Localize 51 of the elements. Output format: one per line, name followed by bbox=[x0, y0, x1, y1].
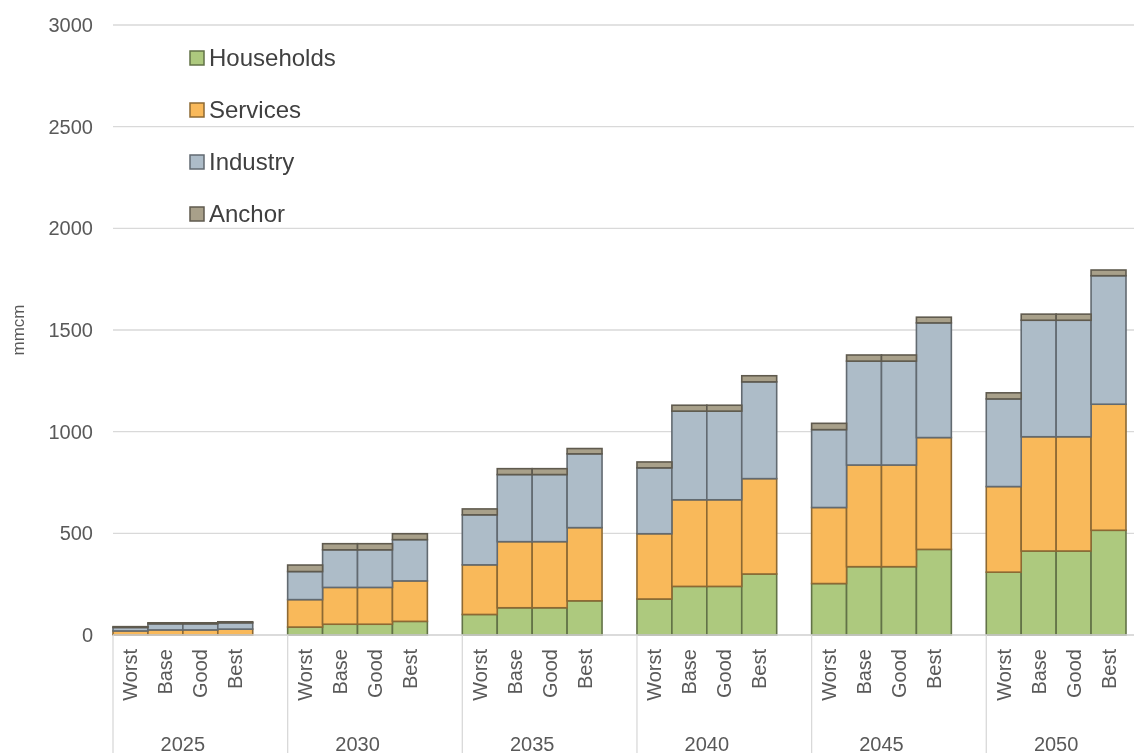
x-tick-label: Base bbox=[503, 649, 526, 695]
text: 2035 bbox=[509, 733, 555, 753]
text: 2025 bbox=[160, 733, 206, 753]
x-tick-label: Good bbox=[189, 649, 212, 698]
x-tick-label: Base bbox=[329, 649, 352, 695]
x-tick-label: Good bbox=[1062, 649, 1085, 698]
x-tick-label: Best bbox=[398, 648, 421, 690]
text: 2040 bbox=[684, 733, 730, 753]
text: 2050 bbox=[1033, 733, 1079, 753]
bar bbox=[740, 374, 778, 383]
bar bbox=[391, 532, 429, 541]
y-tick-label: 500 bbox=[59, 522, 93, 545]
bar bbox=[1090, 269, 1127, 277]
legend-label: Households bbox=[209, 44, 336, 72]
x-tick-label: Base bbox=[1027, 649, 1050, 695]
legend-label: Anchor bbox=[209, 200, 286, 228]
bar bbox=[915, 316, 953, 324]
bar bbox=[286, 564, 324, 573]
x-tick-label: Base bbox=[853, 649, 876, 695]
text: 2045 bbox=[859, 733, 904, 753]
legend-label: Industry bbox=[209, 148, 295, 176]
y-axis-title: mmcm bbox=[9, 304, 28, 356]
x-tick-label: Worst bbox=[119, 648, 142, 701]
x-tick-label: Best bbox=[748, 648, 771, 690]
bar bbox=[636, 461, 673, 469]
x-tick-label: Good bbox=[538, 649, 561, 698]
x-tick-label: Best bbox=[224, 648, 247, 690]
x-tick-label: Worst bbox=[643, 648, 666, 701]
y-tick-label: 0 bbox=[81, 624, 93, 646]
y-tick-label: 2500 bbox=[48, 115, 93, 138]
x-tick-label: Best bbox=[573, 648, 596, 690]
x-tick-label: Worst bbox=[468, 648, 491, 701]
y-tick-label: 3000 bbox=[48, 14, 93, 36]
text: 2030 bbox=[335, 733, 380, 753]
y-tick-label: 2000 bbox=[48, 217, 93, 240]
x-tick-label: Worst bbox=[818, 648, 841, 701]
bar bbox=[985, 392, 1023, 400]
legend-label: Services bbox=[209, 96, 302, 124]
x-tick-label: Base bbox=[678, 649, 701, 695]
y-tick-label: 1000 bbox=[48, 420, 93, 443]
x-tick-label: Best bbox=[1097, 648, 1120, 690]
y-tick-label: 1500 bbox=[48, 319, 93, 341]
x-tick-label: Good bbox=[713, 649, 736, 698]
bar bbox=[566, 447, 603, 455]
x-tick-label: Good bbox=[363, 649, 386, 698]
x-tick-label: Best bbox=[922, 648, 945, 690]
bar bbox=[461, 508, 499, 516]
x-tick-label: Base bbox=[154, 649, 177, 695]
x-tick-label: Worst bbox=[992, 648, 1015, 701]
x-tick-label: Worst bbox=[294, 648, 317, 701]
x-tick-label: Good bbox=[887, 649, 910, 698]
